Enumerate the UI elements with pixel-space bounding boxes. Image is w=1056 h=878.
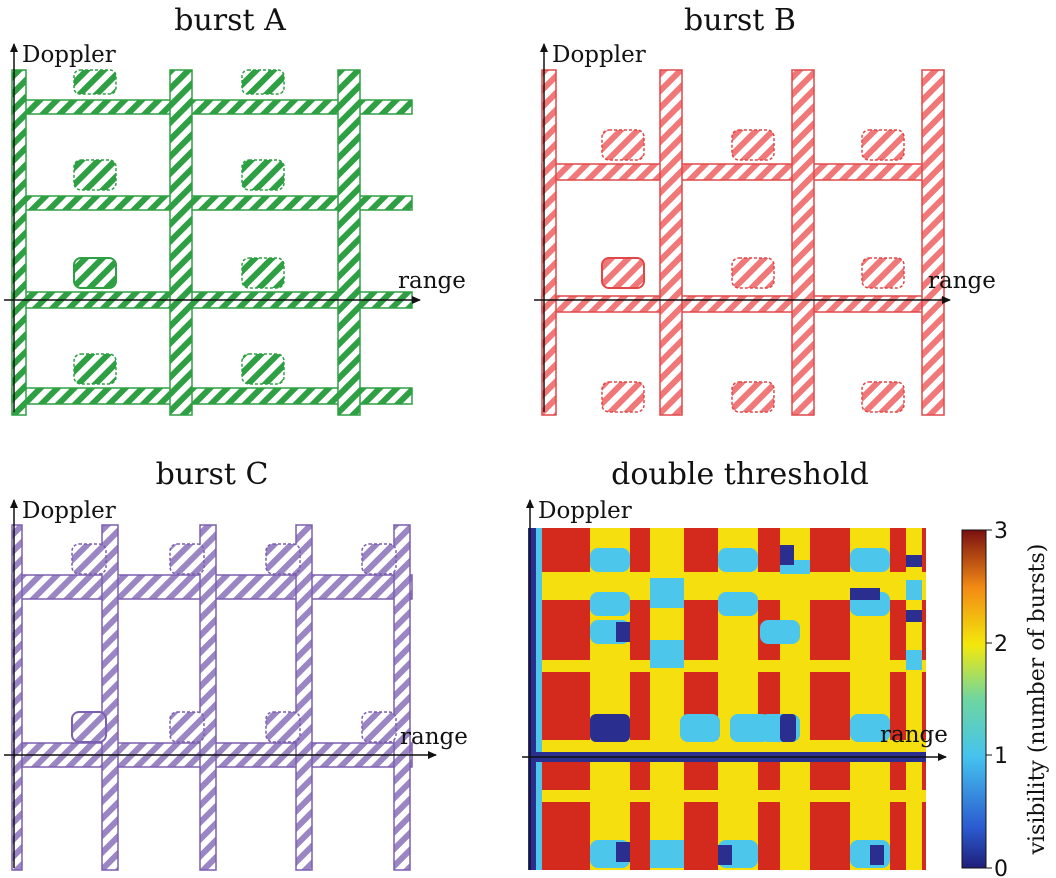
colorbar-tick-2: 2 <box>994 632 1008 657</box>
heatmap <box>528 528 926 870</box>
panel-burst-b: burst B Doppler range <box>534 3 996 416</box>
panel-b-grid <box>541 69 945 416</box>
panel-c-y-label: Doppler <box>22 498 116 524</box>
panel-d-y-label: Doppler <box>538 498 632 524</box>
panel-a-axes <box>4 43 421 412</box>
panel-b-targets <box>601 129 905 413</box>
panel-b-x-label: range <box>928 268 996 294</box>
panel-b-title: burst B <box>684 3 796 38</box>
panel-c-title: burst C <box>156 457 269 492</box>
panel-a-targets <box>73 69 285 385</box>
panel-a-grid <box>11 69 413 416</box>
panel-a-title: burst A <box>174 3 286 38</box>
colorbar: 0 1 2 3 visibility (number of bursts) <box>961 519 1050 878</box>
panel-b-y-label: Doppler <box>552 42 646 68</box>
panel-d-x-label: range <box>880 722 948 748</box>
panel-a-x-label: range <box>398 268 466 294</box>
panel-burst-c: burst C Doppler range <box>4 457 468 871</box>
colorbar-tick-0: 0 <box>994 857 1008 878</box>
panel-c-axes <box>4 499 437 868</box>
panel-b-axes <box>534 43 951 412</box>
colorbar-ticks <box>986 529 992 869</box>
colorbar-tick-1: 1 <box>994 744 1008 769</box>
colorbar-scale <box>961 529 987 869</box>
panel-c-targets <box>71 543 397 743</box>
panel-c-grid <box>11 524 413 871</box>
panel-burst-a: burst A Doppler range <box>4 3 466 416</box>
colorbar-label: visibility (number of bursts) <box>1025 544 1050 856</box>
panel-d-axes <box>522 499 947 870</box>
panel-a-y-label: Doppler <box>22 42 116 68</box>
panel-double-threshold: double threshold <box>522 457 948 870</box>
panel-d-title: double threshold <box>611 457 869 492</box>
colorbar-tick-3: 3 <box>994 519 1008 544</box>
panel-c-x-label: range <box>400 724 468 750</box>
